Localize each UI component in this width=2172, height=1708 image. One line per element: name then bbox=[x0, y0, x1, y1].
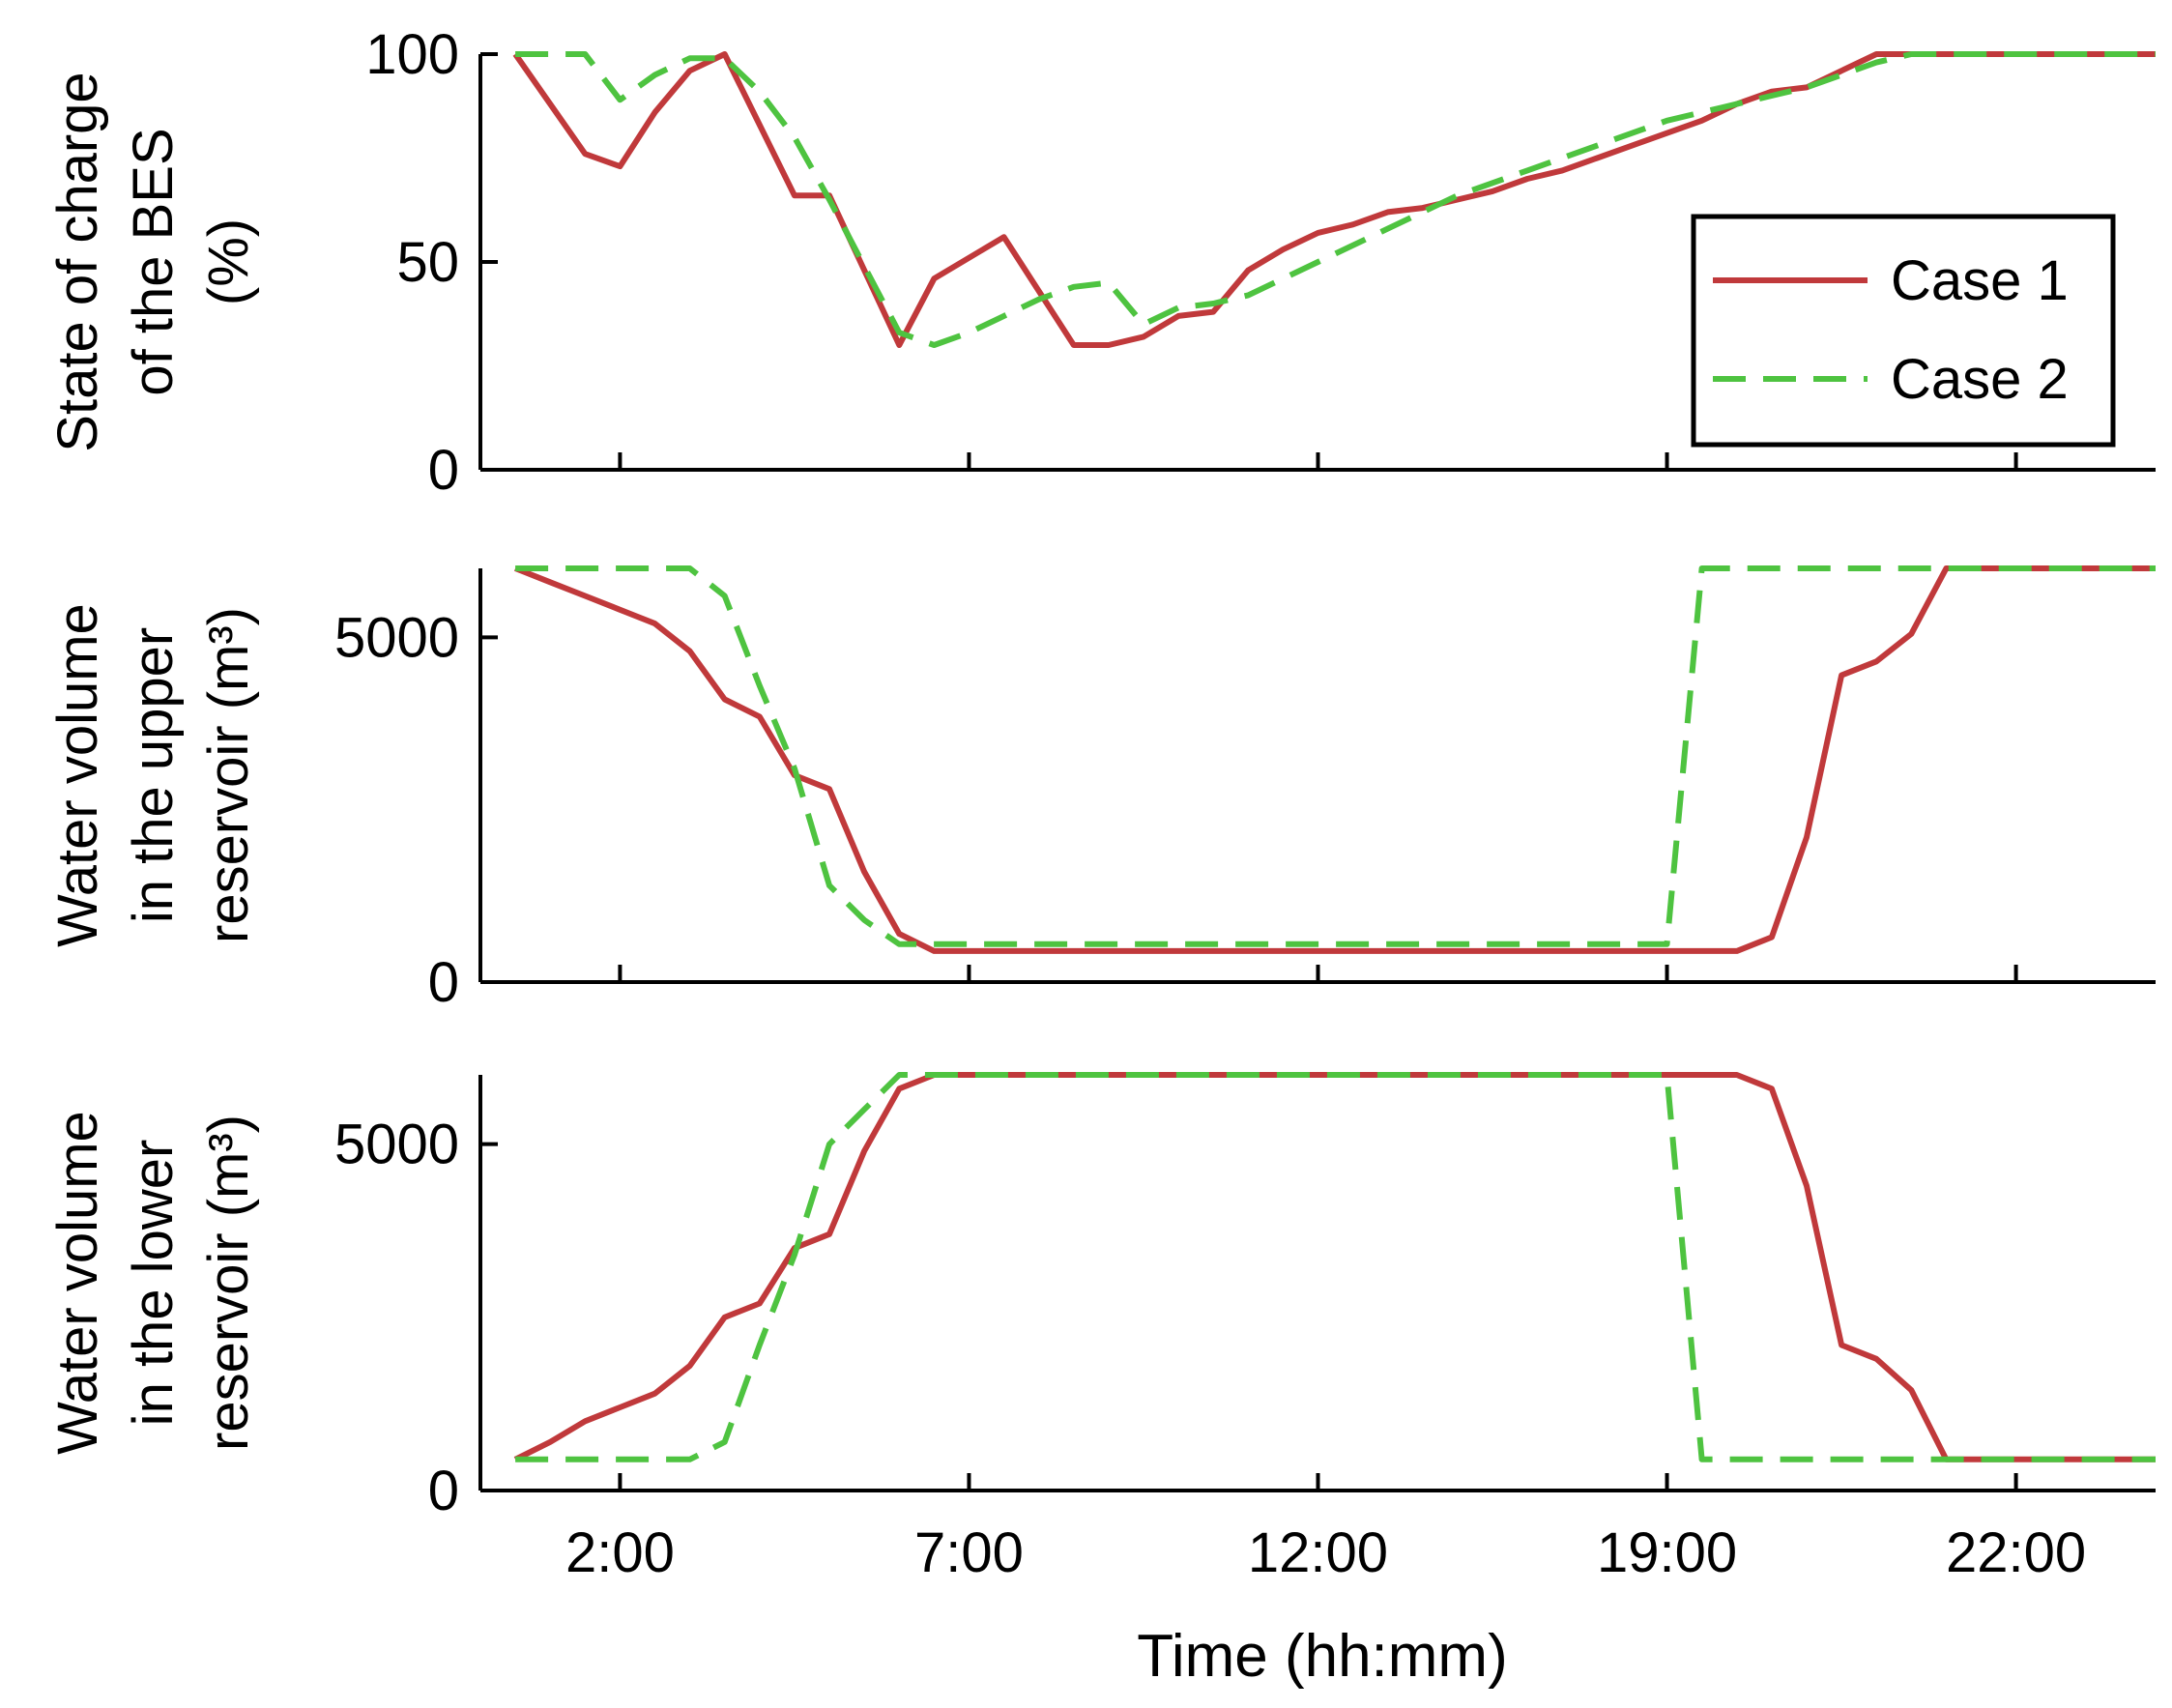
y-tick-label: 5000 bbox=[334, 606, 459, 669]
y-tick-label: 0 bbox=[428, 439, 459, 502]
x-tick-label: 2:00 bbox=[565, 1521, 675, 1584]
legend-label: Case 2 bbox=[1891, 348, 2069, 411]
y-tick-label: 0 bbox=[428, 1460, 459, 1522]
lower-reservoir-panel: 0 5000 2:00 7:00 12:00 19:00 22:00 Water volume… bbox=[46, 1072, 2156, 1584]
y-axis-title-line: Water volume bbox=[46, 603, 109, 947]
series-case-2-line bbox=[515, 565, 2156, 947]
x-tick-label: 19:00 bbox=[1597, 1521, 1737, 1584]
legend-label: Case 1 bbox=[1891, 249, 2069, 312]
series-case-2-line bbox=[515, 1072, 2156, 1462]
y-axis-title-line: (%) bbox=[197, 218, 260, 305]
series-case-1-line bbox=[513, 565, 2156, 954]
x-axis-title: Time (hh:mm) bbox=[1137, 1623, 1507, 1690]
y-axis-title-line: State of charge bbox=[46, 72, 109, 451]
y-axis-title-line: reservoir (m³) bbox=[197, 1115, 260, 1451]
x-tick-label: 7:00 bbox=[914, 1521, 1024, 1584]
y-tick-label: 5000 bbox=[334, 1114, 459, 1176]
soc-panel: 0 50 100 State of charge of the BES (%) Case 1… bbox=[46, 23, 2156, 502]
y-axis-title-line: reservoir (m³) bbox=[197, 607, 260, 943]
y-axis-title-line: of the BES bbox=[122, 128, 185, 395]
y-tick-label: 0 bbox=[428, 951, 459, 1014]
y-axis-title-line: Water volume bbox=[46, 1111, 109, 1455]
y-tick-label: 100 bbox=[365, 23, 459, 86]
series-case-1-line bbox=[513, 1072, 2156, 1462]
legend: Case 1 Case 2 bbox=[1691, 214, 2116, 448]
y-tick-label: 50 bbox=[396, 231, 459, 294]
upper-reservoir-panel: 0 5000 Water volume in the upper reservoir (… bbox=[46, 565, 2156, 1014]
x-tick-label: 12:00 bbox=[1248, 1521, 1388, 1584]
y-axis-title-line: in the upper bbox=[122, 627, 185, 923]
legend-box bbox=[1691, 214, 2116, 448]
series-case-2-line bbox=[515, 51, 2156, 348]
y-axis-title-line: in the lower bbox=[122, 1140, 185, 1427]
x-tick-label: 22:00 bbox=[1946, 1521, 2086, 1584]
